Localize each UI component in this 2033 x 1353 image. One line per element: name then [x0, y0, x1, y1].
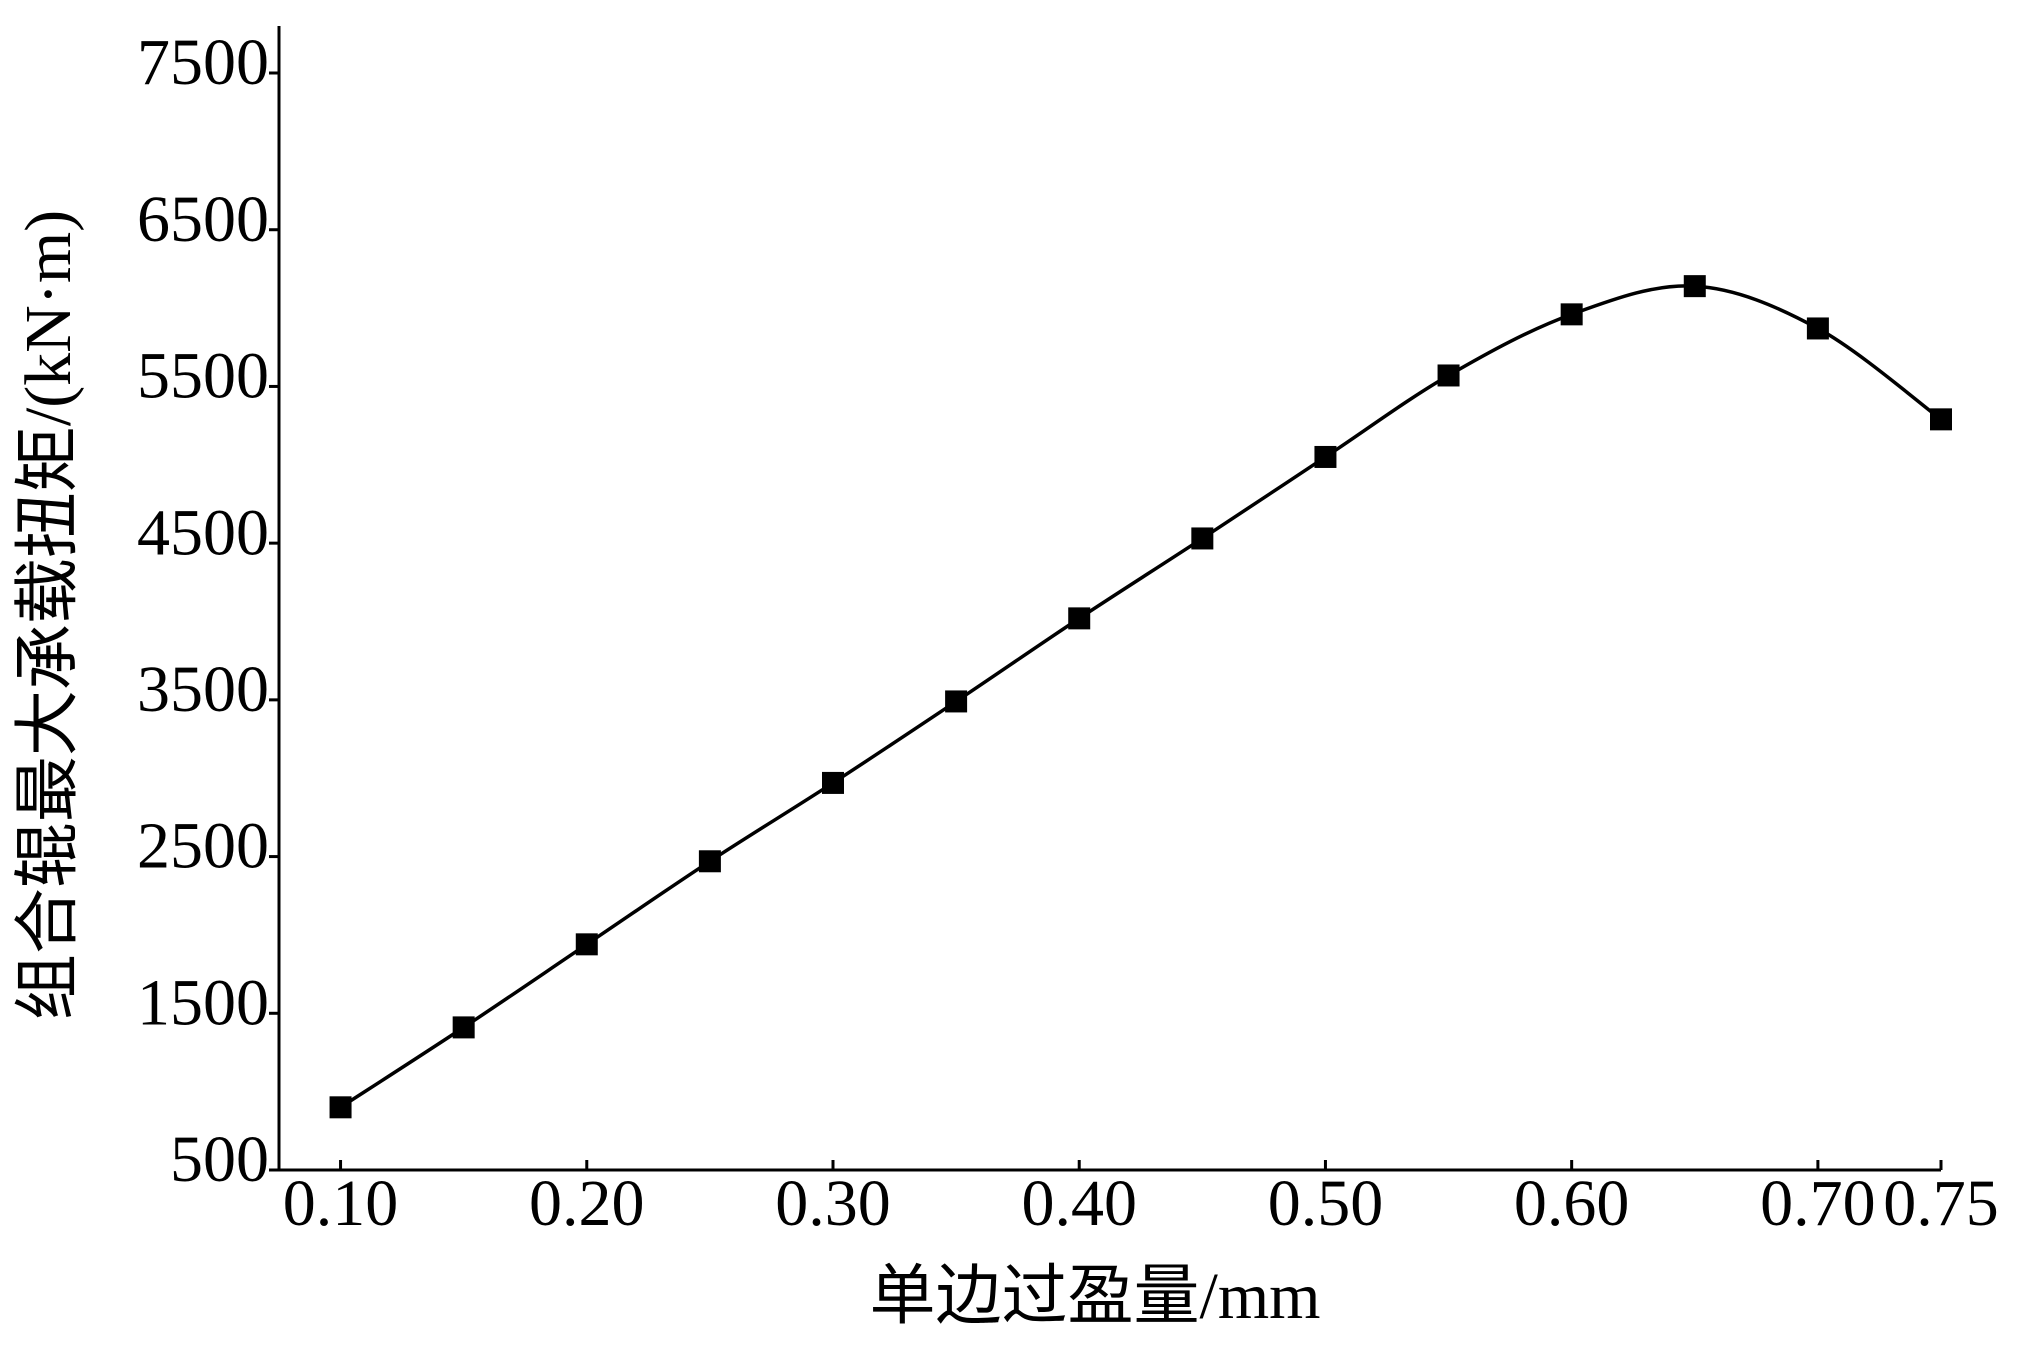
marker	[698, 850, 721, 873]
x-tick-label: 0.60	[1514, 1167, 1630, 1240]
marker	[452, 1016, 475, 1039]
x-axis-label: 单边过盈量/mm	[869, 1260, 1320, 1333]
x-tick-label: 0.50	[1268, 1167, 1384, 1240]
marker	[1683, 275, 1706, 298]
line	[339, 284, 1943, 1109]
marker	[575, 933, 598, 956]
marker	[1437, 364, 1460, 387]
y-tick-label: 1500	[137, 966, 269, 1039]
marker	[1068, 607, 1091, 630]
marker	[1191, 527, 1214, 550]
marker	[822, 771, 844, 794]
marker	[1314, 445, 1337, 468]
marker	[329, 1096, 352, 1119]
x-tick-label: 0.10	[283, 1167, 399, 1240]
y-tick-label: 2500	[137, 810, 269, 883]
x-tick-label: 0.20	[529, 1167, 645, 1240]
y-tick-label: 4500	[137, 496, 269, 569]
marker	[1560, 303, 1583, 326]
y-axis-label: 组合辊最大承载扭矩/(kN·m)	[12, 210, 85, 1020]
marker	[945, 690, 968, 713]
x-tick-label: 0.30	[775, 1167, 891, 1240]
y-tick-label: 500	[170, 1123, 269, 1196]
y-tick-label: 6500	[137, 183, 269, 256]
x-tick-label: 0.75	[1883, 1167, 1999, 1240]
y-tick-label: 3500	[137, 653, 269, 726]
marker	[1930, 408, 1952, 431]
x-tick-label: 0.70	[1760, 1167, 1876, 1240]
x-tick-label: 0.40	[1021, 1167, 1137, 1240]
y-tick-label: 5500	[137, 340, 269, 413]
y-tick-label: 7500	[137, 26, 269, 99]
marker	[1806, 317, 1829, 340]
